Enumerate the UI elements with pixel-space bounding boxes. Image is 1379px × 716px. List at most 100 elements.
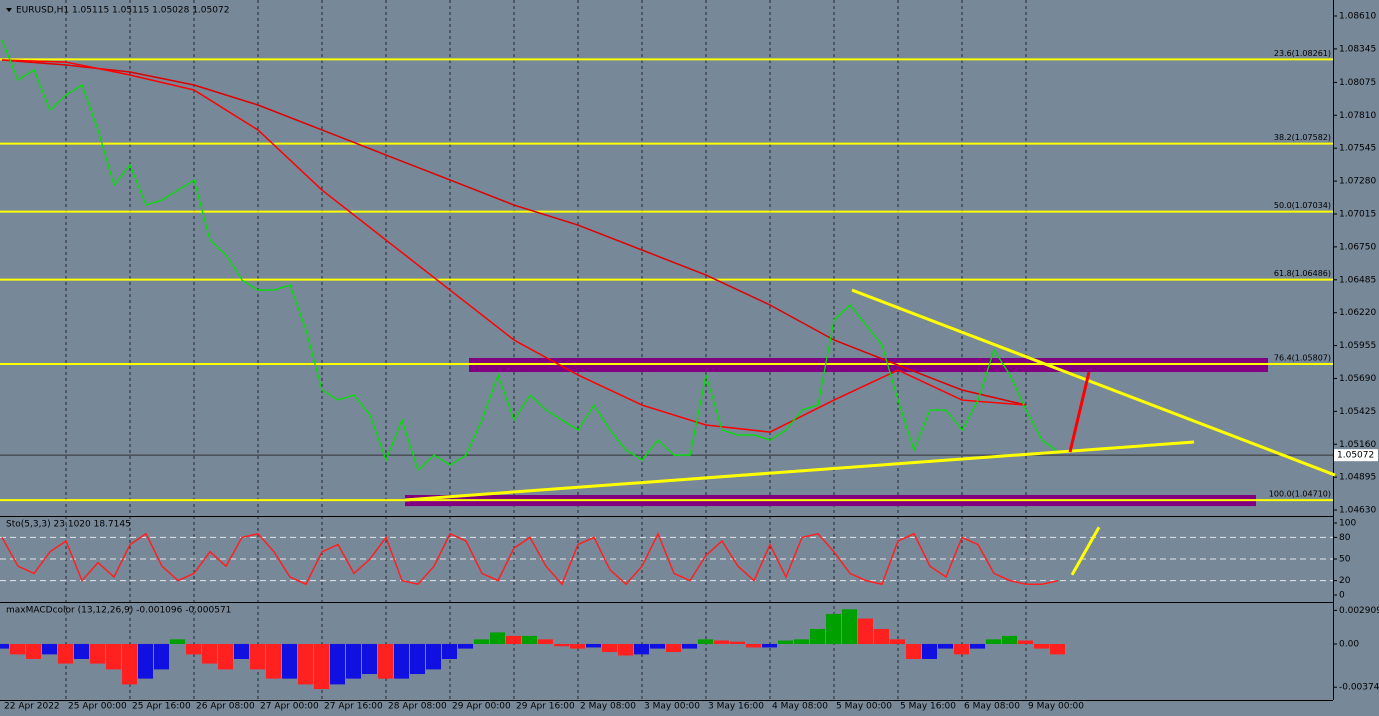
y-tick-label: 1.06220 (1339, 308, 1376, 318)
histogram-bar (1002, 635, 1017, 644)
histogram-bar (74, 643, 89, 659)
histogram-bar (794, 639, 809, 644)
y-tick-label: 1.06485 (1339, 275, 1376, 285)
histogram-bar (778, 640, 793, 644)
histogram-bar (90, 643, 105, 664)
x-tick-label: 27 Apr 16:00 (324, 702, 383, 712)
histogram-bar (202, 643, 217, 664)
histogram-bar (538, 639, 553, 644)
x-tick-label: 26 Apr 08:00 (196, 702, 255, 712)
x-tick-label: 4 May 08:00 (772, 702, 828, 712)
zone (469, 357, 1268, 373)
histogram-bar (1034, 643, 1049, 649)
histogram-bar (490, 632, 505, 644)
histogram-bar (890, 639, 905, 644)
histogram-bar (1050, 643, 1065, 655)
histogram-bar (474, 639, 489, 644)
histogram-bar (506, 635, 521, 644)
y-tick-label: 0.00 (1339, 639, 1359, 649)
histogram-bar (122, 643, 137, 685)
histogram-bar (458, 643, 473, 649)
histogram-bar (714, 640, 729, 644)
x-tick-label: 6 May 08:00 (964, 702, 1020, 712)
y-tick-label: 1.08345 (1339, 44, 1376, 54)
menu-arrow[interactable] (6, 8, 12, 12)
y-tick-label: 1.08075 (1339, 78, 1376, 88)
indicator-title: maxMACDcolor (13,12,26,9) -0.001096 -0.0… (6, 606, 231, 616)
x-tick-label: 29 Apr 00:00 (452, 702, 511, 712)
histogram-bar (106, 643, 121, 670)
fib-label: 76.4(1.05807) (1274, 353, 1331, 362)
histogram-bar (314, 643, 329, 690)
y-tick-label: 100 (1339, 518, 1356, 528)
histogram-bar (186, 643, 201, 655)
histogram-bar (138, 643, 153, 679)
histogram-bar (938, 643, 953, 649)
histogram-bar (346, 643, 361, 679)
y-tick-label: 1.06750 (1339, 242, 1376, 252)
y-tick-label: 1.05425 (1339, 407, 1376, 417)
last-price-box (1334, 449, 1378, 462)
y-tick-label: 1.07015 (1339, 209, 1376, 219)
histogram-bar (42, 643, 57, 655)
x-tick-label: 25 Apr 00:00 (68, 702, 127, 712)
histogram-bar (26, 643, 41, 659)
x-tick-label: 2 May 08:00 (580, 702, 636, 712)
fib-label: 23.6(1.08261) (1274, 49, 1331, 58)
x-tick-label: 22 Apr 2022 (4, 702, 60, 712)
histogram-bar (858, 618, 873, 644)
histogram-bar (682, 643, 697, 649)
histogram-bar (1018, 640, 1033, 644)
x-tick-label: 3 May 16:00 (708, 702, 764, 712)
trendline (404, 440, 1195, 502)
x-tick-label: 27 Apr 00:00 (260, 702, 319, 712)
histogram-bar (234, 643, 249, 659)
histogram-bar (986, 639, 1001, 644)
series-line (1, 59, 1027, 433)
histogram-bar (842, 609, 857, 644)
y-tick-label: 1.05160 (1339, 440, 1376, 450)
histogram-bar (154, 643, 169, 670)
series-line (1, 59, 1027, 406)
histogram-bar (970, 643, 985, 649)
histogram-bar (554, 643, 569, 647)
y-tick-label: -0.003744 (1339, 683, 1379, 693)
series-line (1, 39, 1059, 472)
x-tick-label: 29 Apr 16:00 (516, 702, 575, 712)
trendline (1068, 371, 1091, 453)
y-tick-label: 1.05955 (1339, 341, 1376, 351)
last-price-label: 1.05072 (1337, 451, 1374, 461)
histogram-bar (922, 643, 937, 659)
histogram-bar (266, 643, 281, 679)
y-tick-label: 20 (1339, 576, 1351, 586)
histogram-bar (746, 643, 761, 648)
x-tick-label: 5 May 00:00 (836, 702, 892, 712)
histogram-bar (218, 643, 233, 670)
y-tick-label: 50 (1339, 554, 1351, 564)
x-tick-label: 3 May 00:00 (644, 702, 700, 712)
fib-label: 50.0(1.07034) (1274, 201, 1331, 210)
y-tick-label: 1.07810 (1339, 111, 1376, 121)
histogram-bar (874, 628, 889, 644)
trendline (1070, 526, 1101, 576)
histogram-bar (250, 643, 265, 670)
histogram-bar (586, 643, 601, 648)
histogram-bar (666, 643, 681, 653)
histogram-bar (954, 643, 969, 655)
y-tick-label: 1.05690 (1339, 374, 1376, 384)
y-tick-label: 1.08610 (1339, 12, 1376, 22)
histogram-bar (362, 643, 377, 675)
y-tick-label: 80 (1339, 533, 1351, 543)
histogram-bar (410, 643, 425, 675)
histogram-bar (58, 643, 73, 664)
x-tick-label: 5 May 16:00 (900, 702, 956, 712)
x-tick-label: 25 Apr 16:00 (132, 702, 191, 712)
histogram-bar (634, 643, 649, 655)
histogram-bar (170, 639, 185, 644)
histogram-bar (810, 628, 825, 644)
series-line (1, 531, 1059, 586)
histogram-bar (762, 643, 777, 648)
x-tick-label: 9 May 00:00 (1028, 702, 1084, 712)
y-tick-label: 0.002909 (1339, 606, 1379, 616)
